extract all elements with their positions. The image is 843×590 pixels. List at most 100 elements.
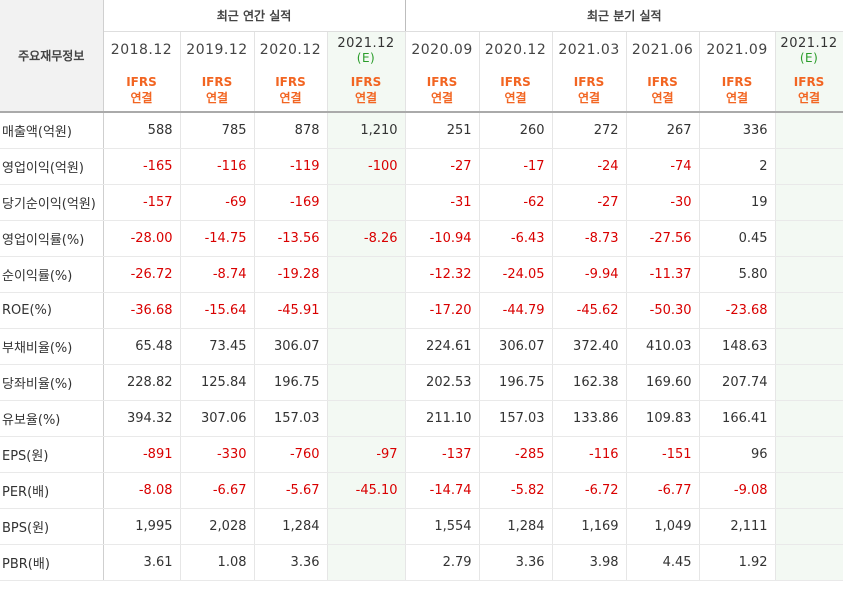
- table-cell: [327, 327, 406, 365]
- table-cell: 1,210: [327, 112, 406, 149]
- table-cell: -23.68: [699, 292, 776, 329]
- table-cell: -5.67: [254, 472, 328, 509]
- table-cell: 157.03: [479, 400, 553, 437]
- table-cell: 2: [699, 148, 776, 185]
- table-cell: 211.10: [404, 400, 480, 437]
- table-cell: 169.60: [626, 364, 700, 401]
- table-cell: -8.73: [552, 219, 627, 257]
- table-cell: 3.98: [552, 544, 627, 581]
- table-cell: 307.06: [180, 400, 255, 437]
- table-cell: -62: [479, 184, 553, 221]
- table-cell: [327, 292, 406, 329]
- period-date: 2020.09: [411, 42, 473, 58]
- table-cell: 196.75: [254, 364, 328, 401]
- table-cell: 224.61: [404, 327, 480, 365]
- period-header-6: 2021.03: [552, 31, 627, 68]
- consolidated-text: 연결: [578, 90, 601, 105]
- consolidated-text: 연결: [651, 90, 674, 105]
- table-cell: -74: [626, 148, 700, 185]
- table-cell: -8.74: [180, 256, 255, 293]
- consolidated-text: 연결: [798, 90, 821, 105]
- table-row: EPS(원) -891 -330 -760 -97 -137 -285 -116 -151 96: [0, 435, 843, 473]
- ifrs-text: IFRS: [275, 74, 306, 89]
- table-cell: 1,284: [254, 508, 328, 545]
- table-cell: -27: [404, 148, 480, 185]
- table-cell: -157: [103, 184, 181, 221]
- table-cell: 336: [699, 112, 776, 149]
- table-cell: -19.28: [254, 256, 328, 293]
- table-cell: -116: [552, 435, 627, 473]
- row-label: PER(배): [0, 472, 104, 509]
- period-date: 2021.12: [780, 35, 838, 51]
- row-label: BPS(원): [0, 508, 104, 545]
- period-date: 2021.03: [558, 42, 620, 58]
- table-cell: -50.30: [626, 292, 700, 329]
- row-label: 영업이익률(%): [0, 219, 104, 257]
- ifrs-label-7: IFRS 연결: [626, 68, 700, 113]
- period-date: 2018.12: [110, 42, 173, 58]
- table-cell: -165: [103, 148, 181, 185]
- table-cell: [327, 508, 406, 545]
- row-label: 당좌비율(%): [0, 364, 104, 401]
- ifrs-label-1: IFRS 연결: [180, 68, 255, 113]
- row-label: ROE(%): [0, 292, 104, 329]
- accounting-standard-row: IFRS 연결 IFRS 연결 IFRS 연결 IFRS 연결 IFRS 연결 IFRS 연결 IFRS…: [0, 68, 843, 113]
- table-cell: -30: [626, 184, 700, 221]
- ifrs-text: IFRS: [793, 74, 825, 89]
- table-cell: [775, 364, 843, 401]
- period-date: 2021.09: [706, 42, 768, 58]
- table-cell: -45.62: [552, 292, 627, 329]
- table-cell: 410.03: [626, 327, 700, 365]
- table-cell: -44.79: [479, 292, 553, 329]
- table-cell: 157.03: [254, 400, 328, 437]
- table-row: 영업이익률(%) -28.00 -14.75 -13.56 -8.26 -10.94 -6.…: [0, 219, 843, 257]
- row-label: EPS(원): [0, 435, 104, 473]
- period-date: 2020.12: [259, 42, 322, 58]
- estimate-mark: (E): [799, 50, 819, 65]
- table-cell: -9.94: [552, 256, 627, 293]
- period-header-7: 2021.06: [626, 31, 700, 68]
- table-cell: -36.68: [103, 292, 181, 329]
- ifrs-text: IFRS: [350, 74, 382, 89]
- table-cell: 1,284: [479, 508, 553, 545]
- row-label: 영업이익(억원): [0, 148, 104, 185]
- ifrs-label-2: IFRS 연결: [254, 68, 328, 113]
- table-cell: 3.36: [254, 544, 328, 581]
- table-cell: 372.40: [552, 327, 627, 365]
- table-cell: -116: [180, 148, 255, 185]
- table-cell: 2,028: [180, 508, 255, 545]
- table-cell: -27.56: [626, 219, 700, 257]
- ifrs-label-0: IFRS 연결: [103, 68, 181, 113]
- table-cell: 306.07: [254, 327, 328, 365]
- table-cell: [775, 184, 843, 221]
- period-header-9: 2021.12 (E): [775, 31, 843, 68]
- period-header-8: 2021.09: [699, 31, 776, 68]
- ifrs-text: IFRS: [126, 74, 157, 89]
- table-cell: [775, 472, 843, 509]
- table-cell: [775, 508, 843, 545]
- table-cell: -169: [254, 184, 328, 221]
- table-cell: 4.45: [626, 544, 700, 581]
- table-cell: 96: [699, 435, 776, 473]
- table-cell: -6.43: [479, 219, 553, 257]
- table-cell: 1.92: [699, 544, 776, 581]
- table-cell: [775, 435, 843, 473]
- table-cell: 202.53: [404, 364, 480, 401]
- period-header-1: 2019.12: [180, 31, 255, 68]
- table-cell: -9.08: [699, 472, 776, 509]
- table-cell: 5.80: [699, 256, 776, 293]
- table-cell: -330: [180, 435, 255, 473]
- annual-section-title: 최근 연간 실적: [103, 0, 406, 32]
- table-cell: [327, 256, 406, 293]
- table-row: PBR(배) 3.61 1.08 3.36 2.79 3.36 3.98 4.45 1.92: [0, 544, 843, 581]
- table-cell: -13.56: [254, 219, 328, 257]
- table-cell: -760: [254, 435, 328, 473]
- table-cell: -10.94: [404, 219, 480, 257]
- consolidated-text: 연결: [354, 90, 378, 105]
- table-cell: 785: [180, 112, 255, 149]
- table-cell: 125.84: [180, 364, 255, 401]
- ifrs-label-9: IFRS 연결: [775, 68, 843, 113]
- table-row: 영업이익(억원) -165 -116 -119 -100 -27 -17 -24 -74 2: [0, 148, 843, 185]
- table-cell: [775, 256, 843, 293]
